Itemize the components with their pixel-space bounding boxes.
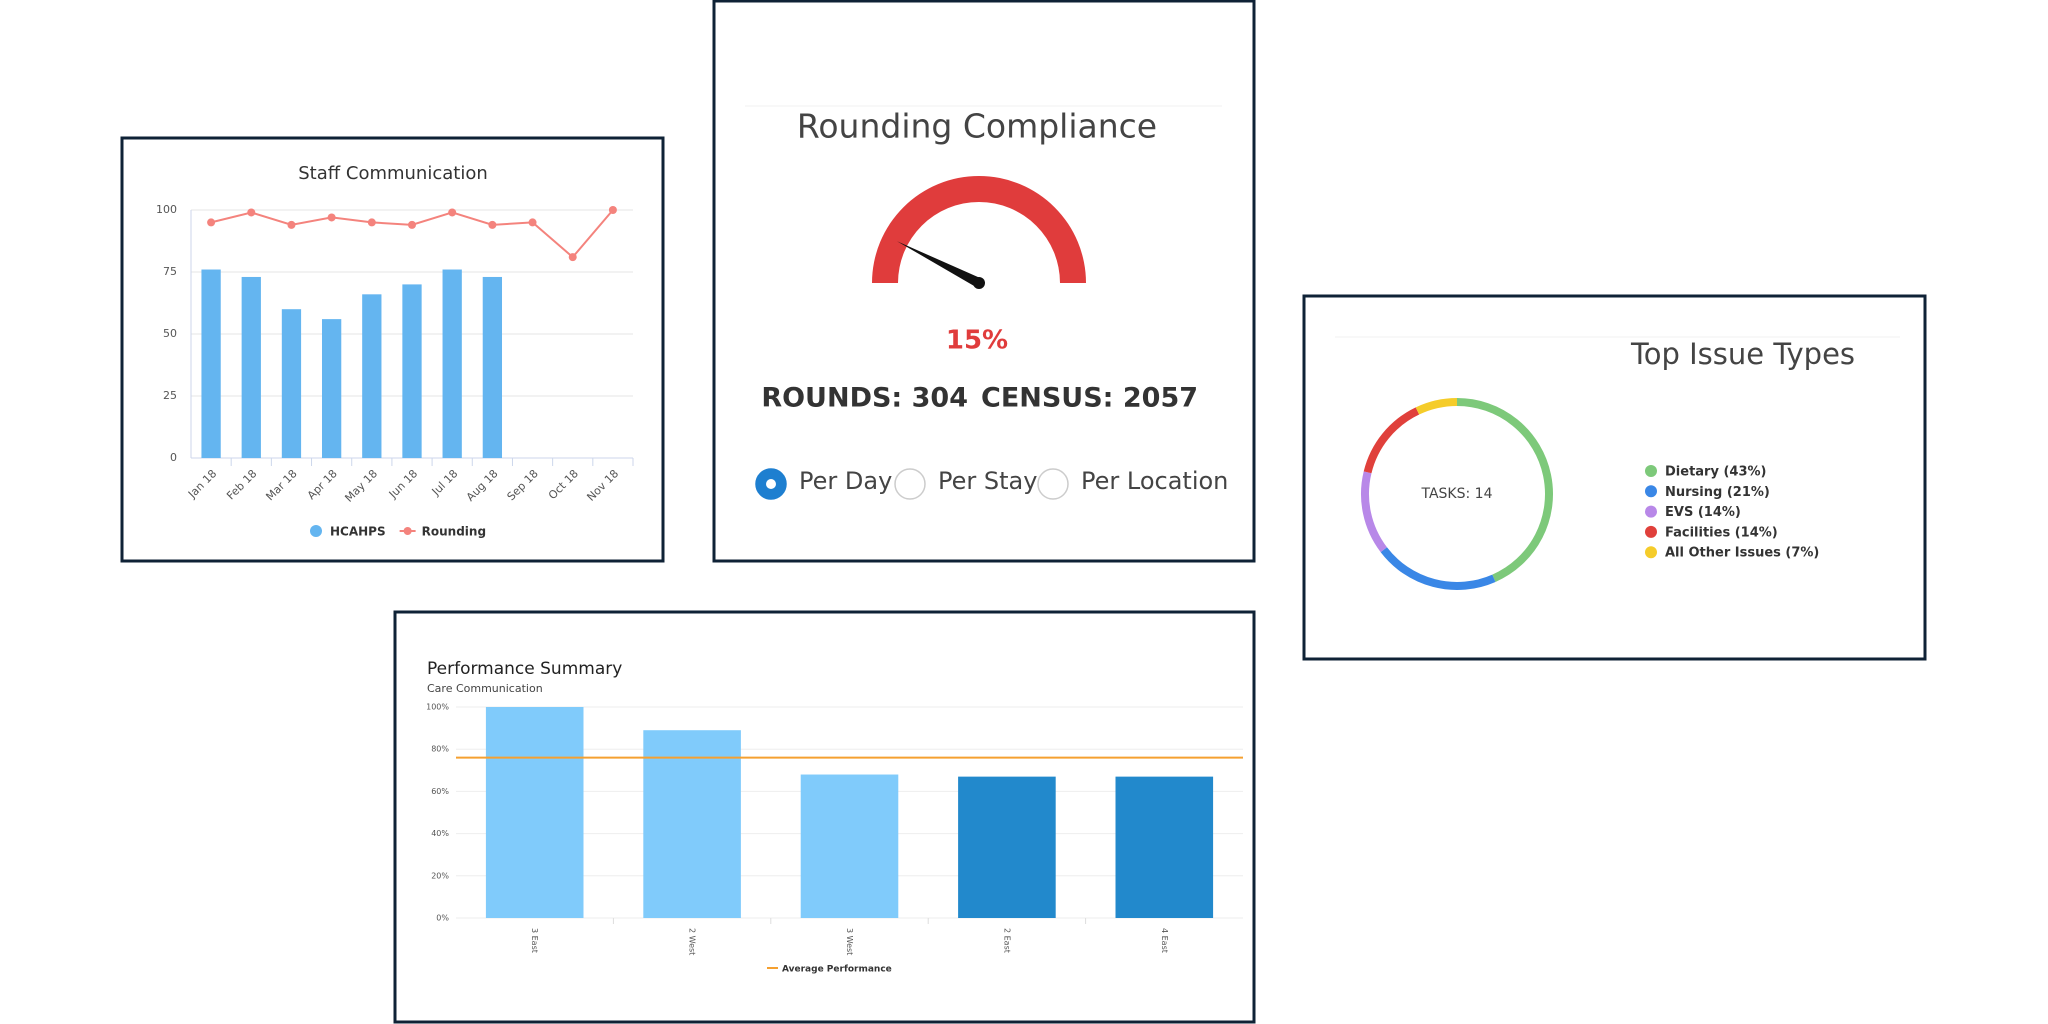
panel bbox=[1302, 294, 1927, 661]
line-marker bbox=[608, 206, 617, 214]
bar bbox=[281, 309, 302, 458]
donut-segment bbox=[1361, 471, 1388, 553]
bar bbox=[201, 269, 221, 458]
legend-marker bbox=[403, 527, 412, 535]
legend-marker bbox=[310, 525, 322, 537]
chart-title: Rounding Compliance bbox=[797, 107, 1157, 146]
y-tick-label: 0% bbox=[436, 914, 449, 923]
legend-label: Facilities (14%) bbox=[1665, 525, 1778, 540]
bar bbox=[321, 319, 342, 458]
legend-marker bbox=[1645, 505, 1657, 518]
legend-label: Rounding bbox=[422, 525, 486, 539]
x-tick-label: 3 West bbox=[845, 928, 854, 955]
bar bbox=[402, 284, 422, 458]
legend-label: Nursing (21%) bbox=[1665, 485, 1770, 500]
stat: ROUNDS: 304 bbox=[761, 383, 968, 414]
line-marker bbox=[448, 208, 457, 217]
legend-label: EVS (14%) bbox=[1665, 505, 1741, 520]
center-label: TASKS: 14 bbox=[1421, 486, 1493, 502]
line-marker bbox=[327, 213, 336, 222]
x-tick-label: 2 East bbox=[1002, 928, 1011, 953]
donut-segment bbox=[1415, 398, 1458, 415]
legend-marker bbox=[1645, 485, 1657, 498]
donut-segment bbox=[1456, 398, 1553, 582]
line-marker bbox=[528, 218, 537, 227]
radio-button[interactable] bbox=[894, 468, 926, 500]
line-marker bbox=[247, 208, 256, 217]
donut-segment bbox=[1363, 407, 1420, 474]
y-tick-label: 60% bbox=[431, 787, 449, 796]
radio-label[interactable]: Per Day bbox=[799, 467, 892, 495]
line-marker bbox=[568, 253, 577, 262]
bar bbox=[362, 294, 382, 458]
legend-label: HCAHPS bbox=[330, 525, 386, 539]
y-tick-label: 20% bbox=[431, 871, 449, 880]
chart-title: Staff Communication bbox=[298, 163, 488, 184]
line-marker bbox=[408, 220, 416, 229]
bar bbox=[958, 776, 1056, 918]
y-tick-label: 100 bbox=[156, 203, 177, 216]
radio-label[interactable]: Per Stay bbox=[938, 467, 1037, 495]
x-tick-label: 4 East bbox=[1160, 928, 1169, 953]
x-tick-label: 3 East bbox=[530, 928, 539, 953]
bar bbox=[485, 707, 584, 918]
donut-segment bbox=[1380, 547, 1496, 590]
bar bbox=[241, 276, 261, 458]
y-tick-label: 0 bbox=[170, 451, 177, 464]
line-marker bbox=[367, 218, 376, 227]
chart-title: Performance Summary bbox=[427, 659, 622, 679]
line-marker bbox=[488, 220, 497, 229]
radio-button[interactable] bbox=[1037, 468, 1069, 500]
x-tick-label: 2 West bbox=[688, 928, 697, 955]
legend-label: All Other Issues (7%) bbox=[1665, 546, 1819, 561]
bar bbox=[643, 730, 741, 918]
chart-title: Top Issue Types bbox=[1630, 337, 1855, 371]
line-marker bbox=[207, 218, 216, 227]
bar bbox=[442, 269, 462, 458]
gauge-hub bbox=[973, 277, 985, 289]
line-marker bbox=[287, 220, 296, 229]
legend-marker bbox=[1645, 525, 1657, 538]
legend-marker bbox=[1645, 546, 1657, 559]
gauge-needle bbox=[897, 241, 982, 288]
y-tick-label: 100% bbox=[426, 703, 449, 712]
stat: CENSUS: 2057 bbox=[981, 383, 1198, 414]
legend-label: Dietary (43%) bbox=[1665, 465, 1766, 480]
y-tick-label: 50 bbox=[163, 327, 177, 340]
chart-subtitle: Care Communication bbox=[427, 682, 543, 695]
y-tick-label: 25 bbox=[163, 389, 177, 402]
bar bbox=[482, 276, 503, 458]
bar bbox=[1115, 776, 1214, 918]
legend-marker bbox=[1645, 465, 1657, 477]
radio-dot bbox=[766, 479, 776, 489]
legend-label: Average Performance bbox=[782, 965, 892, 975]
bar bbox=[800, 774, 899, 918]
gauge-arc bbox=[872, 176, 1086, 283]
y-tick-label: 75 bbox=[163, 265, 177, 278]
y-tick-label: 80% bbox=[431, 745, 449, 754]
radio-label[interactable]: Per Location bbox=[1081, 467, 1228, 495]
y-tick-label: 40% bbox=[431, 829, 449, 838]
gauge-value: 15% bbox=[946, 326, 1008, 356]
